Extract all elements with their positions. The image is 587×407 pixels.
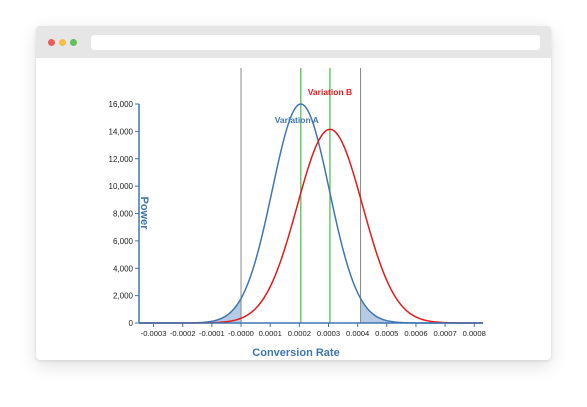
shaded-region-2	[360, 298, 483, 323]
power-distribution-chart: Variation A Variation B 0 2,000 4,000 6,000 8,…	[109, 68, 486, 359]
y-tick-label: 2,000	[113, 292, 134, 301]
series-label-variation-a: Variation A	[275, 115, 319, 125]
x-tick-label: -0.0002	[170, 329, 196, 338]
y-tick-label: 12,000	[109, 155, 134, 164]
maximize-window-button[interactable]	[70, 39, 77, 46]
y-tick-label: 6,000	[113, 237, 134, 246]
x-tick-label: 0.0004	[346, 329, 369, 338]
browser-window: Variation A Variation B 0 2,000 4,000 6,000 8,…	[36, 26, 551, 360]
y-tick-label: 0	[129, 319, 134, 328]
x-axis-label: Conversion Rate	[252, 347, 339, 359]
series-label-variation-b: Variation B	[308, 87, 352, 97]
x-tick-label: 0.0007	[433, 329, 456, 338]
address-bar[interactable]	[91, 35, 540, 50]
minimize-window-button[interactable]	[59, 39, 66, 46]
x-tick-label: 0.0005	[375, 329, 398, 338]
x-tick-label: 0.0006	[404, 329, 427, 338]
shaded-region-1	[139, 298, 242, 323]
x-tick-label: -0.0000	[228, 329, 254, 338]
x-tick-label: 0.0002	[288, 329, 311, 338]
x-tick-label: -0.0003	[141, 329, 167, 338]
browser-titlebar	[36, 26, 551, 58]
series-line-variation-b	[139, 128, 483, 324]
series-line-variation-a	[139, 103, 483, 324]
x-tick-label: -0.0001	[199, 329, 225, 338]
y-axis-label: Power	[138, 196, 150, 230]
y-tick-label: 4,000	[113, 264, 134, 273]
close-window-button[interactable]	[48, 39, 55, 46]
x-tick-label: 0.0001	[259, 329, 282, 338]
y-tick-label: 10,000	[109, 182, 134, 191]
x-tick-label: 0.0008	[463, 329, 486, 338]
x-tick-label: 0.0003	[317, 329, 340, 338]
y-tick-label: 8,000	[113, 210, 134, 219]
y-tick-label: 14,000	[109, 127, 134, 136]
y-tick-label: 16,000	[109, 100, 134, 109]
